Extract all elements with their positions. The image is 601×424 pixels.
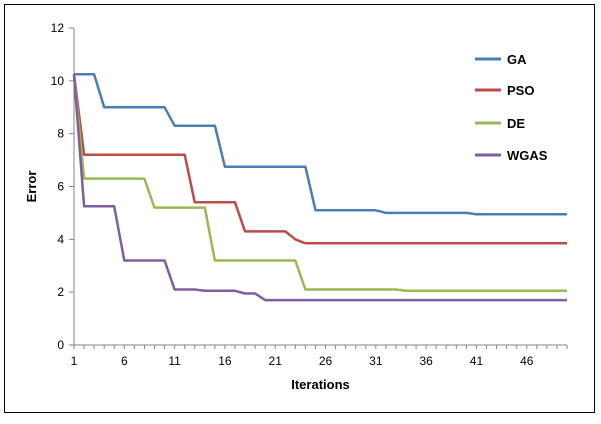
x-tick-label: 16	[218, 354, 232, 368]
x-tick-label: 21	[269, 354, 283, 368]
y-tick-label: 6	[57, 180, 64, 194]
series-line-pso	[72, 74, 567, 245]
y-tick-label: 12	[51, 21, 65, 35]
x-tick-label: 31	[369, 354, 383, 368]
legend-label-de: DE	[507, 116, 525, 131]
y-tick-label: 2	[57, 285, 64, 299]
y-tick-label: 8	[57, 127, 64, 141]
series-line-ga	[74, 72, 567, 216]
x-tick-label: 26	[319, 354, 333, 368]
y-axis-title: Error	[24, 171, 39, 203]
x-tick-label: 1	[71, 354, 78, 368]
x-tick-label: 36	[419, 354, 433, 368]
y-tick-label: 4	[57, 232, 64, 246]
legend-label-pso: PSO	[507, 83, 534, 98]
x-axis-title: Iterations	[291, 377, 350, 392]
chart-frame: 0 2 4 6 8 10 12 1 6 11 16 21 26 31 36 41 46 Iterations Err…	[4, 4, 595, 413]
series-line-wgas	[72, 74, 567, 302]
y-tick-label: 10	[51, 74, 65, 88]
series-line-de	[72, 74, 567, 293]
x-tick-label: 11	[168, 354, 181, 368]
x-tick-label: 46	[520, 354, 534, 368]
x-tick-label: 41	[470, 354, 484, 368]
x-tick-label: 6	[121, 354, 128, 368]
legend-label-wgas: WGAS	[507, 148, 548, 163]
y-tick-label: 0	[57, 338, 64, 352]
legend-label-ga: GA	[507, 52, 527, 67]
